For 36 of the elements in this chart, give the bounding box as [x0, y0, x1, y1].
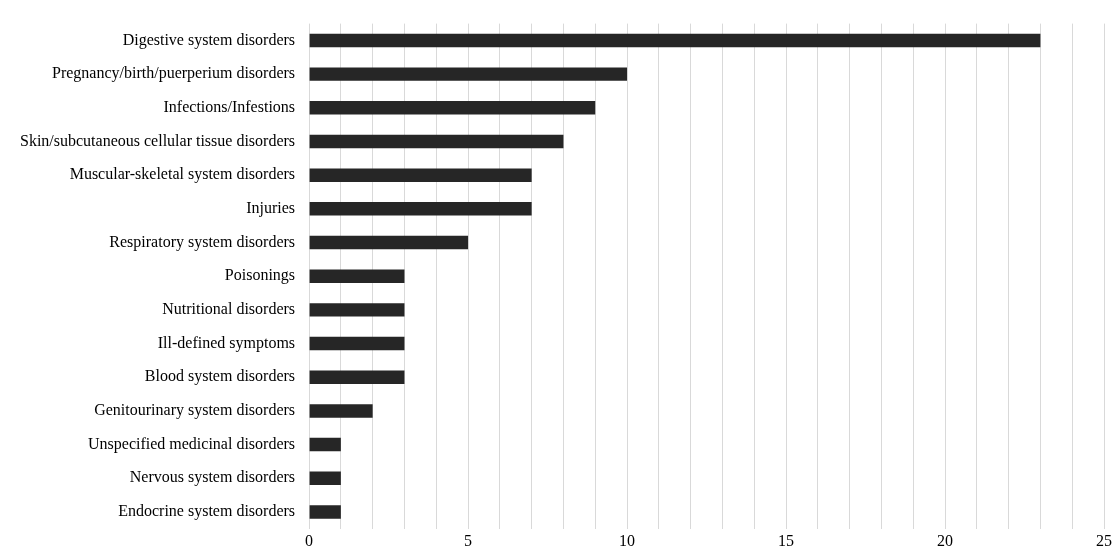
y-tick-label: Nutritional disorders — [162, 300, 296, 318]
bar — [309, 336, 405, 351]
bar — [309, 269, 405, 283]
bar — [309, 505, 341, 519]
x-tick-label: 20 — [937, 531, 954, 549]
y-tick-label: Endocrine system disorders — [118, 502, 296, 521]
bar — [309, 168, 532, 182]
x-tick-label: 15 — [778, 531, 795, 549]
y-tick-label: Pregnancy/birth/puerperium disorders — [52, 64, 296, 83]
bar — [309, 471, 341, 486]
y-tick-label: Infections/Infestions — [163, 98, 296, 115]
y-tick-label: Unspecified medicinal disorders — [88, 434, 296, 453]
bar — [309, 235, 469, 250]
y-tick-label: Respiratory system disorders — [109, 232, 296, 251]
bar — [309, 33, 1041, 48]
x-tick-label: 5 — [464, 531, 473, 549]
bar — [309, 67, 628, 81]
bar — [309, 370, 405, 384]
x-tick-label: 25 — [1096, 531, 1112, 549]
y-tick-label: Ill-defined symptoms — [157, 333, 296, 352]
bar — [309, 404, 373, 418]
y-tick-label: Skin/subcutaneous cellular tissue disorders — [20, 131, 296, 149]
y-tick-label: Injuries — [246, 199, 296, 218]
y-tick-label: Genitourinary system disorders — [94, 401, 296, 420]
y-tick-label: Muscular-skeletal system disorders — [69, 165, 296, 184]
bar — [309, 134, 564, 149]
bar — [309, 303, 405, 317]
y-tick-label: Blood system disorders — [144, 367, 296, 386]
bar — [309, 437, 341, 452]
bar — [309, 202, 532, 216]
y-tick-label: Nervous system disorders — [129, 468, 296, 487]
x-tick-label: 0 — [305, 531, 314, 549]
y-tick-label: Digestive system disorders — [122, 30, 296, 49]
y-tick-label: Poisonings — [224, 266, 296, 285]
x-tick-label: 10 — [619, 531, 636, 549]
bar — [309, 101, 596, 115]
